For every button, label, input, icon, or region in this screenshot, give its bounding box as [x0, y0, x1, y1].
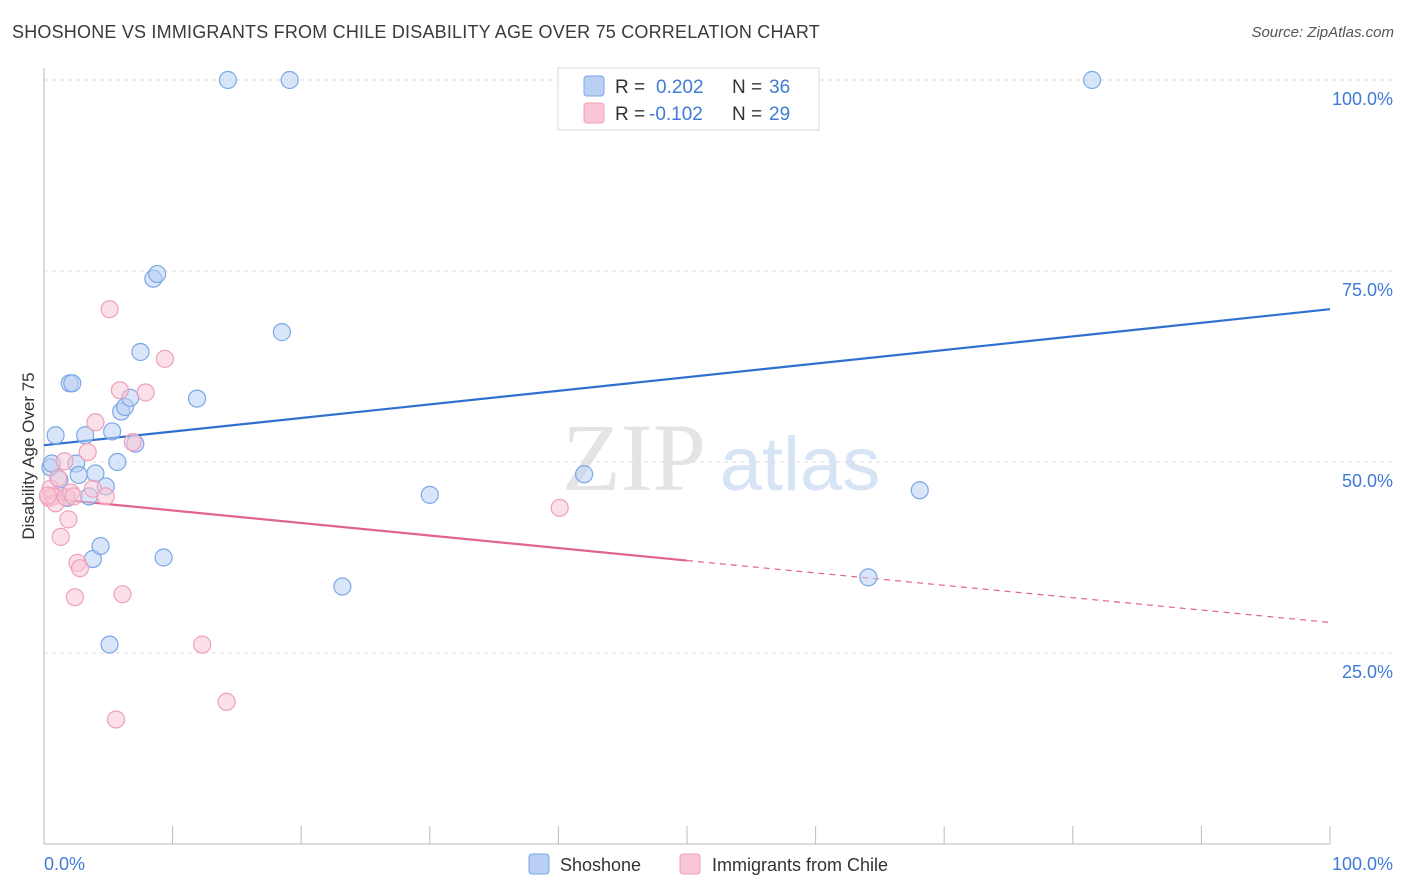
point-1-25: [193, 635, 212, 654]
trend-line-ext-1: [686, 559, 1331, 624]
point-0-35: [1082, 70, 1102, 90]
point-1-16: [86, 413, 105, 432]
watermark-zip: ZIP: [562, 404, 706, 511]
point-0-33: [859, 568, 878, 587]
point-0-22: [131, 342, 150, 362]
point-1-20: [110, 381, 129, 400]
watermark-atlas: atlas: [720, 422, 881, 507]
point-1-22: [123, 433, 142, 452]
point-0-16: [103, 422, 122, 441]
series-legend-swatch-chile: [679, 853, 701, 875]
point-0-6: [63, 374, 82, 393]
legend-n-label-2: N =: [732, 104, 762, 125]
trend-lines: [43, 308, 1331, 624]
data-points: [38, 70, 1102, 729]
series-legend-swatch-shoshone: [528, 853, 550, 875]
legend-r-value-1: 0.202: [656, 77, 704, 98]
point-1-17: [96, 487, 115, 506]
y-axis-title: Disability Age Over 75: [19, 372, 38, 539]
point-0-13: [91, 536, 110, 556]
point-0-27: [218, 70, 237, 90]
point-1-28: [38, 486, 57, 505]
point-0-15: [100, 635, 119, 654]
point-1-5: [51, 527, 70, 546]
point-1-19: [106, 710, 126, 729]
legend-r-label-2: R =: [615, 104, 645, 125]
legend-r-label-1: R =: [615, 77, 645, 98]
y-tick-label-25: 25.0%: [1342, 662, 1393, 682]
series-legend: Shoshone Immigrants from Chile: [528, 853, 888, 875]
trend-line-1: [43, 496, 688, 562]
point-0-24: [148, 264, 167, 284]
point-0-25: [154, 548, 173, 567]
x-tick-label-right: 100.0%: [1332, 854, 1393, 874]
point-1-8: [59, 510, 78, 529]
point-1-13: [70, 559, 90, 578]
point-0-2: [46, 426, 65, 445]
legend-n-label-1: N =: [732, 77, 762, 98]
point-1-6: [55, 452, 74, 471]
point-0-30: [333, 577, 352, 596]
legend-swatch-shoshone: [583, 75, 605, 97]
point-0-34: [910, 481, 929, 500]
stats-legend: R = 0.202 N = 36 R = -0.102 N = 29: [557, 67, 820, 131]
legend-r-value-2: -0.102: [649, 104, 703, 125]
chart-source: Source: ZipAtlas.com: [1251, 24, 1394, 41]
legend-n-value-2: 29: [769, 104, 790, 125]
point-0-17: [108, 452, 127, 472]
point-1-24: [155, 349, 174, 368]
point-1-11: [65, 588, 84, 607]
point-1-23: [136, 383, 155, 402]
chart-title: SHOSHONE VS IMMIGRANTS FROM CHILE DISABI…: [12, 22, 820, 42]
series-legend-label-shoshone: Shoshone: [560, 855, 641, 875]
point-0-8: [69, 465, 88, 485]
y-tick-labels: 25.0% 50.0% 75.0% 100.0%: [1332, 89, 1393, 682]
point-0-31: [420, 485, 439, 504]
point-1-4: [49, 468, 68, 488]
point-1-26: [217, 692, 236, 711]
y-tick-label-50: 50.0%: [1342, 471, 1393, 491]
x-tick-label-left: 0.0%: [44, 854, 85, 874]
point-1-10: [64, 487, 83, 506]
y-tick-label-100: 100.0%: [1332, 89, 1393, 109]
point-1-18: [100, 300, 119, 319]
point-1-27: [550, 498, 569, 517]
point-0-32: [575, 465, 594, 484]
trend-line-0: [43, 308, 1331, 447]
x-ticks: [172, 826, 1331, 844]
series-legend-label-chile: Immigrants from Chile: [712, 855, 888, 875]
point-0-26: [187, 389, 207, 408]
point-0-28: [280, 70, 299, 90]
point-1-21: [113, 585, 132, 604]
point-1-14: [78, 442, 97, 462]
legend-n-value-1: 36: [769, 77, 790, 98]
point-0-29: [272, 323, 292, 342]
gridlines: [44, 79, 1392, 654]
y-tick-label-75: 75.0%: [1342, 280, 1393, 300]
legend-swatch-chile: [583, 102, 605, 124]
